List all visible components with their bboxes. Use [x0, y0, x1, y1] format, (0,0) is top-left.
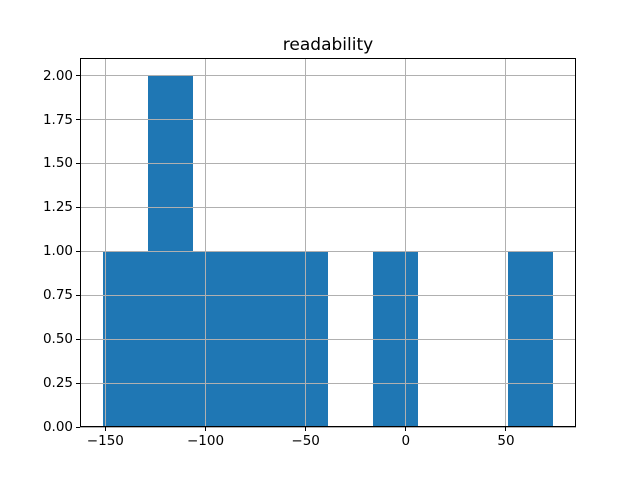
y-gridline [80, 250, 576, 252]
y-tick-mark [76, 250, 80, 252]
y-gridline [80, 162, 576, 164]
y-tick-mark [76, 426, 80, 428]
y-tick-mark [76, 206, 80, 208]
x-gridline [305, 58, 307, 427]
chart-title: readability [282, 35, 374, 55]
y-gridline [80, 338, 576, 340]
x-tick-label: −150 [86, 433, 124, 449]
y-tick-label: 0.50 [42, 331, 73, 348]
y-tick-label: 0.25 [42, 375, 73, 392]
y-gridline [80, 75, 576, 77]
y-gridline [80, 426, 576, 428]
x-tick-mark [505, 427, 507, 431]
x-tick-mark [205, 427, 206, 431]
y-tick-label: 0.75 [42, 287, 73, 304]
x-tick-label: 50 [497, 433, 515, 449]
y-tick-mark [76, 294, 80, 296]
y-tick-label: 1.25 [42, 199, 73, 216]
y-tick-label: 1.75 [42, 111, 73, 128]
x-tick-mark [405, 427, 407, 431]
y-tick-mark [76, 382, 80, 384]
y-gridline [80, 206, 576, 208]
x-tick-mark [305, 427, 307, 431]
x-gridline [405, 58, 407, 427]
y-gridline [80, 119, 576, 120]
y-gridline [80, 294, 576, 296]
y-tick-label: 1.50 [42, 155, 73, 172]
y-tick-mark [76, 162, 80, 164]
x-tick-label: −50 [291, 433, 320, 449]
y-tick-label: 2.00 [42, 67, 73, 84]
x-tick-label: −100 [186, 433, 225, 449]
x-gridline [205, 58, 206, 427]
y-tick-label: 0.00 [42, 419, 73, 435]
x-gridline [104, 58, 106, 427]
y-tick-mark [76, 75, 80, 77]
y-tick-mark [76, 119, 80, 120]
y-tick-label: 1.00 [42, 243, 73, 260]
x-gridline [505, 58, 507, 427]
x-tick-mark [104, 427, 106, 431]
x-tick-label: 0 [401, 433, 411, 449]
y-gridline [80, 382, 576, 384]
y-tick-mark [76, 338, 80, 340]
